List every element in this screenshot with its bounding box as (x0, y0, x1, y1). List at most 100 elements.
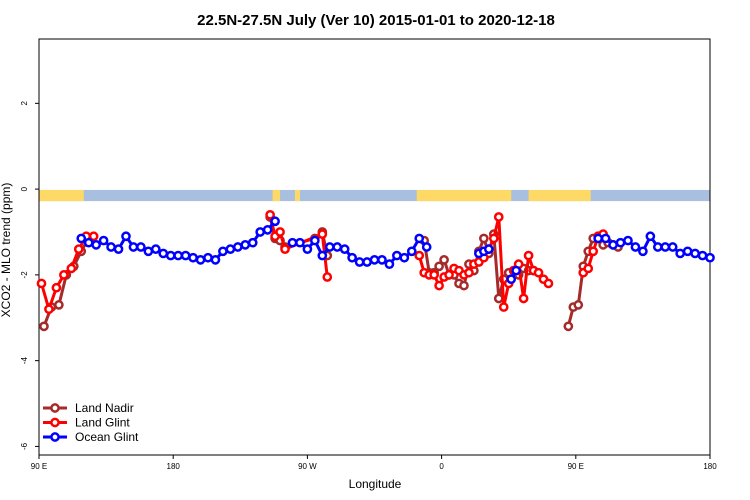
data-point (180, 250, 191, 261)
data-point (247, 237, 258, 248)
ocean-band (39, 189, 710, 202)
data-point (317, 250, 328, 261)
data-point (165, 250, 176, 261)
y-tick-label: -6 (20, 442, 29, 450)
data-point (54, 300, 64, 310)
data-point (354, 257, 365, 267)
data-point (218, 246, 228, 257)
land-segment (416, 189, 512, 202)
data-point (506, 274, 517, 285)
data-point (630, 242, 641, 252)
x-tick-label: 180 (703, 462, 717, 471)
data-point (59, 270, 69, 280)
land-segment (39, 189, 84, 202)
data-point (478, 233, 489, 244)
legend-swatch-marker (50, 403, 60, 413)
data-point (682, 246, 693, 257)
x-tick-label: 90 E (568, 462, 584, 471)
data-point (255, 227, 266, 237)
data-point (76, 233, 87, 244)
data-point (705, 252, 715, 263)
data-point (421, 242, 432, 252)
data-point (464, 267, 474, 278)
data-point (600, 233, 611, 244)
data-point (339, 244, 350, 254)
x-axis-label: Longitude (349, 477, 402, 491)
data-point (645, 231, 656, 242)
data-point (158, 248, 169, 259)
legend-label: Ocean Glint (75, 430, 139, 444)
data-point (265, 209, 275, 220)
data-point (324, 242, 335, 252)
data-point (302, 244, 313, 254)
data-point (588, 246, 599, 257)
legend-item: Land Glint (43, 416, 130, 430)
data-point (652, 242, 663, 252)
series-land-glint (36, 209, 608, 315)
data-point (439, 255, 449, 265)
data-point (310, 235, 320, 246)
data-point (623, 235, 633, 246)
data-point (498, 302, 509, 312)
data-point (697, 250, 708, 261)
legend-swatch-marker (50, 417, 60, 428)
data-point (377, 255, 387, 265)
data-point (362, 257, 372, 267)
data-point (583, 263, 594, 274)
x-tick-label: 90 W (298, 462, 317, 471)
data-point (675, 248, 686, 259)
data-point (83, 237, 94, 248)
data-point (414, 250, 425, 261)
data-point (459, 280, 469, 291)
data-point (660, 242, 671, 252)
data-point (39, 321, 49, 332)
data-point (73, 244, 84, 254)
data-point (518, 293, 529, 304)
y-tick-label: -4 (20, 357, 29, 365)
x-tick-label: 180 (167, 462, 181, 471)
data-point (608, 240, 618, 250)
data-point (210, 255, 221, 265)
data-point (483, 244, 494, 254)
data-point (392, 250, 402, 261)
data-point (384, 259, 395, 270)
data-point (188, 252, 198, 263)
data-point (667, 242, 678, 252)
data-point (638, 246, 648, 257)
data-point (262, 224, 273, 235)
legend-label: Land Nadir (75, 401, 134, 415)
data-point (136, 242, 146, 252)
y-axis-ticks: 2 0 -2 -4 -6 (20, 101, 39, 450)
plot-frame (38, 38, 711, 456)
data-point (322, 272, 333, 282)
data-point (444, 270, 454, 280)
data-point (98, 235, 109, 246)
data-point (44, 304, 54, 315)
data-point (317, 229, 328, 239)
data-point (150, 244, 161, 254)
data-point (332, 242, 343, 252)
data-point (36, 278, 47, 289)
data-point (66, 263, 77, 274)
data-point (573, 300, 584, 310)
data-point (493, 293, 504, 304)
series-ocean-glint (76, 216, 715, 285)
data-point (615, 237, 626, 248)
data-point (523, 250, 534, 261)
data-point (270, 216, 280, 227)
data-point (143, 246, 154, 257)
data-point (593, 233, 604, 244)
data-point (275, 227, 285, 237)
legend-swatch-marker (50, 432, 60, 442)
y-tick-label: 0 (20, 186, 29, 191)
data-point (51, 282, 62, 293)
y-tick-label: 2 (20, 101, 29, 106)
y-tick-label: -2 (20, 271, 29, 279)
legend-item: Land Nadir (43, 401, 134, 415)
x-axis-ticks: 90 E 180 90 W 0 90 E 180 (31, 455, 717, 471)
data-point (543, 278, 554, 289)
legend-item: Ocean Glint (43, 430, 139, 444)
legend-label: Land Glint (75, 416, 130, 430)
data-point (203, 252, 213, 263)
